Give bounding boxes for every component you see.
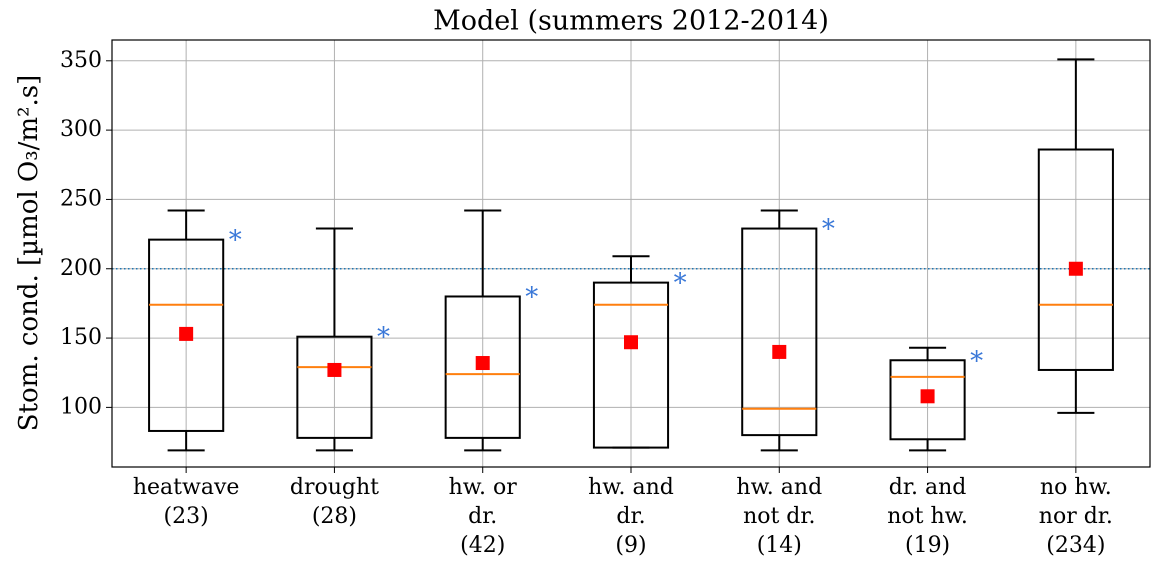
significance-marker: * (377, 323, 390, 353)
x-tick-label: no hw. (1040, 475, 1112, 500)
mean-marker (1068, 261, 1083, 276)
y-axis-label: Stom. cond. [µmol O₃/m².s] (14, 75, 44, 431)
box (296, 335, 373, 439)
chart-title: Model (summers 2012-2014) (433, 6, 829, 37)
x-tick-label: (23) (164, 504, 209, 529)
x-tick-label: (9) (615, 533, 646, 558)
x-tick-label: not hw. (887, 504, 968, 529)
box (444, 295, 521, 439)
x-tick-label: hw. and (736, 475, 822, 500)
box (592, 281, 670, 449)
mean-marker (920, 389, 935, 404)
x-tick-label: not dr. (743, 504, 815, 529)
y-tick-label: 350 (60, 48, 102, 73)
x-tick-label: dr. (616, 504, 645, 529)
x-tick-label: dr. and (889, 475, 967, 500)
x-tick-label: (234) (1046, 533, 1105, 558)
y-tick-label: 100 (60, 394, 102, 419)
mean-marker (179, 326, 194, 341)
box (889, 359, 966, 441)
mean-marker (772, 344, 787, 359)
mean-marker (327, 362, 342, 377)
x-tick-label: nor dr. (1039, 504, 1113, 529)
mean-marker (624, 335, 638, 350)
box (148, 238, 225, 432)
x-tick-label: drought (290, 475, 379, 500)
x-tick-label: (28) (312, 504, 357, 529)
box (741, 227, 818, 437)
y-tick-label: 150 (60, 325, 102, 350)
significance-marker: * (229, 226, 242, 256)
mean-marker (475, 356, 490, 371)
significance-marker: * (525, 282, 538, 312)
plot-frame (111, 39, 1151, 468)
x-tick-label: (19) (905, 533, 950, 558)
x-tick-label: (14) (757, 533, 802, 558)
significance-marker: * (970, 346, 983, 376)
x-tick-label: heatwave (133, 475, 240, 500)
significance-marker: * (674, 269, 687, 299)
significance-marker: * (822, 215, 835, 245)
box (1037, 148, 1114, 371)
x-tick-label: (42) (460, 533, 505, 558)
x-tick-label: hw. or (449, 475, 518, 500)
y-tick-label: 300 (60, 117, 102, 142)
y-tick-label: 250 (60, 186, 102, 211)
x-tick-label: hw. and (588, 475, 674, 500)
x-tick-label: dr. (468, 504, 497, 529)
y-tick-label: 200 (60, 256, 102, 281)
